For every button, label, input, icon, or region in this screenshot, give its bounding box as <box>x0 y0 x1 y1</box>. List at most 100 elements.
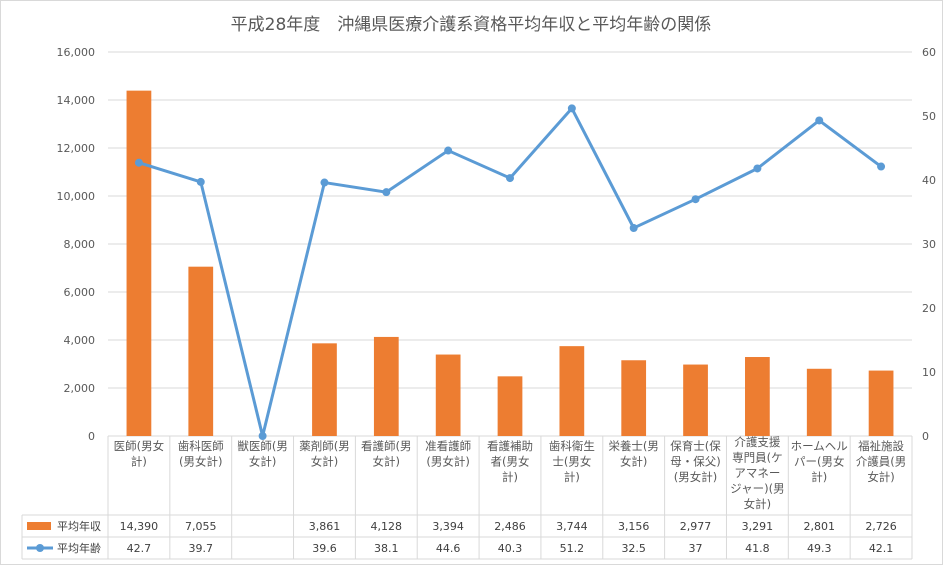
left-tick-label: 12,000 <box>57 142 96 155</box>
category-label-line: 看護師(男 <box>361 439 412 453</box>
category-label: 保育士(保母・保父) (男女計) <box>670 439 721 484</box>
category-label: 医師(男女計) <box>114 439 165 469</box>
category-label-line: 計) <box>502 470 518 484</box>
right-tick-label: 0 <box>922 430 929 443</box>
category-label-line: 歯科医師 <box>178 439 224 453</box>
right-tick-label: 30 <box>922 238 936 251</box>
left-tick-label: 14,000 <box>57 94 96 107</box>
bar <box>497 376 523 436</box>
category-label-line: ホームヘル <box>791 439 848 453</box>
table-value: 14,390 <box>120 520 159 533</box>
table-value: 4,128 <box>371 520 403 533</box>
left-tick-label: 2,000 <box>64 382 96 395</box>
table-value: 51.2 <box>560 542 585 555</box>
category-label-line: (男女計) <box>674 470 717 484</box>
line-point <box>320 178 329 187</box>
category-label-line: 者(男女 <box>491 455 530 469</box>
table-value: 2,801 <box>803 520 835 533</box>
left-tick-label: 6,000 <box>64 286 96 299</box>
category-label-line: 看護補助 <box>487 439 533 453</box>
table-value: 3,861 <box>309 520 341 533</box>
table-value: 2,726 <box>865 520 897 533</box>
table-value: 39.7 <box>189 542 214 555</box>
table-value: 7,055 <box>185 520 217 533</box>
table-value: 42.1 <box>869 542 894 555</box>
bar <box>188 266 214 436</box>
left-axis-ticks: 0 2,000 4,000 6,000 8,000 10,000 12,000 14,000 1… <box>57 46 96 443</box>
category-label: 歯科医師 (男女計) <box>178 439 224 469</box>
line-point <box>134 158 143 167</box>
category-label-line: 医師(男女 <box>114 439 165 453</box>
category-label: 薬剤師(男女計) <box>299 439 350 469</box>
category-label: 獣医師(男女計) <box>237 439 288 469</box>
category-label: 看護補助者(男女計) <box>487 439 533 484</box>
bar <box>806 368 832 436</box>
category-label-line: 計) <box>811 470 827 484</box>
data-table: 医師(男女計)歯科医師(男女計)獣医師(男女計)薬剤師(男女計)看護師(男女計)… <box>21 435 913 560</box>
chart-title: 平成28年度 沖縄県医療介護系資格平均年収と平均年齢の関係 <box>231 15 712 35</box>
bar-series <box>126 90 894 436</box>
line-point <box>196 177 205 186</box>
category-label-line: パー(男女 <box>794 455 845 469</box>
right-tick-label: 20 <box>922 302 936 315</box>
category-label: 准看護師 (男女計) <box>425 439 471 469</box>
legend-label: 平均年齢 <box>57 541 101 555</box>
category-label-line: 保育士(保 <box>670 439 721 453</box>
table-value: 2,977 <box>680 520 712 533</box>
category-label: ホームヘルパー(男女計) <box>791 439 848 484</box>
line-point <box>815 116 824 125</box>
line-point <box>382 188 391 197</box>
table-value: 38.1 <box>374 542 399 555</box>
category-label: 福祉施設介護員(男女計) <box>856 439 907 484</box>
table-value: 3,394 <box>432 520 464 533</box>
category-label: 看護師(男女計) <box>361 439 412 469</box>
bar <box>559 346 585 436</box>
right-tick-label: 10 <box>922 366 936 379</box>
bar <box>126 90 152 436</box>
category-label-line: 女計) <box>249 455 277 469</box>
bar <box>868 370 894 436</box>
category-label-line: 女計) <box>311 455 339 469</box>
category-label-line: アマネー <box>734 466 780 480</box>
right-tick-label: 40 <box>922 174 936 187</box>
category-label-line: 介護支援 <box>734 435 780 449</box>
table-value: 40.3 <box>498 542 523 555</box>
table-value: 49.3 <box>807 542 832 555</box>
right-tick-label: 50 <box>922 110 936 123</box>
category-label-line: 士(男女 <box>552 455 591 469</box>
legend-line-marker <box>36 544 44 552</box>
category-label-line: 計) <box>564 470 580 484</box>
category-label-line: 薬剤師(男 <box>299 439 350 453</box>
line-point <box>629 224 638 232</box>
category-label-line: 女計) <box>744 497 772 511</box>
gridlines <box>108 51 912 437</box>
line-point <box>506 174 514 183</box>
category-label-line: 専門員(ケ <box>732 451 783 465</box>
table-value: 42.7 <box>127 542 152 555</box>
line-point <box>567 104 576 113</box>
category-label-line: 准看護師 <box>425 439 471 453</box>
bar <box>683 364 708 436</box>
line-series <box>134 104 886 440</box>
left-tick-label: 0 <box>88 430 95 443</box>
bar <box>373 336 399 436</box>
category-label-line: 獣医師(男 <box>237 439 288 453</box>
bar <box>312 343 337 436</box>
left-tick-label: 8,000 <box>64 238 96 251</box>
category-label: 栄養士(男女計) <box>608 439 659 469</box>
category-label-line: 福祉施設 <box>858 439 904 453</box>
table-value: 37 <box>689 542 703 555</box>
line-point <box>877 162 886 171</box>
category-label: 介護支援専門員(ケアマネージャー)(男女計) <box>730 435 784 511</box>
category-label-line: ジャー)(男 <box>730 482 784 496</box>
right-axis-ticks: 0 10 20 30 40 50 60 <box>922 46 936 443</box>
category-label-line: 歯科衛生 <box>549 439 595 453</box>
category-label-line: 女計) <box>867 470 895 484</box>
bar <box>745 357 770 436</box>
category-label-line: 計) <box>131 455 147 469</box>
line-point <box>691 195 700 204</box>
table-value: 3,744 <box>556 520 588 533</box>
category-label-line: (男女計) <box>426 455 469 469</box>
